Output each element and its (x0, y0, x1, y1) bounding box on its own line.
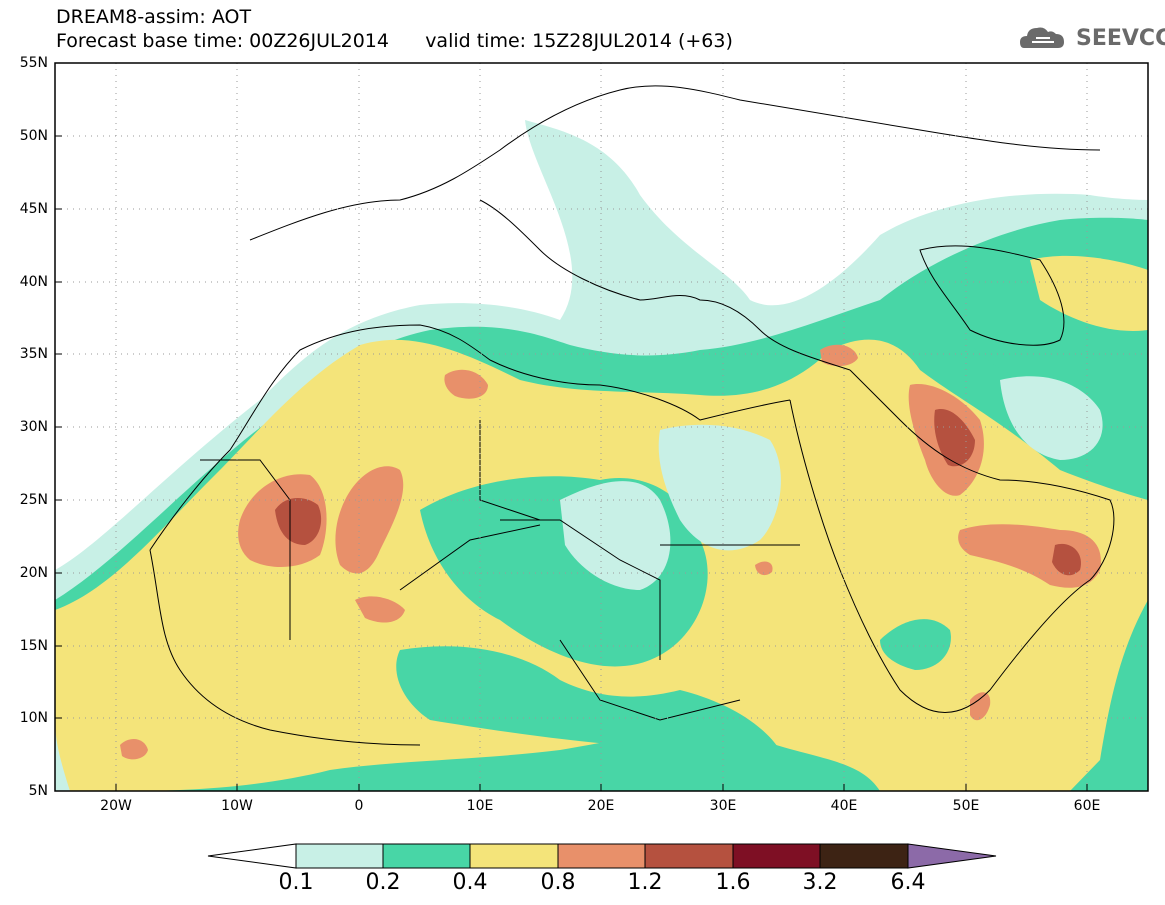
axis-ticks (55, 62, 1088, 791)
cloud-icon (1020, 27, 1064, 48)
map-title: DREAM8-assim: AOT (56, 6, 252, 28)
colorbar-label: 6.4 (890, 870, 926, 895)
colorbar-label: 1.2 (627, 870, 663, 895)
colorbar-label: 0.8 (540, 870, 576, 895)
lon-label: 40E (830, 798, 858, 814)
aot-contour-0.8 (820, 344, 858, 367)
aot-contour-0.8 (970, 692, 991, 721)
aot-contour-0.8 (335, 466, 404, 574)
logo-text: SEEVCCC (1076, 26, 1165, 51)
aot-contour-0.1 (1000, 376, 1103, 460)
lon-label: 60E (1073, 798, 1101, 814)
colorbar-label: 0.4 (452, 870, 488, 895)
lat-label: 20N (19, 565, 48, 581)
colorbar (207, 843, 997, 869)
graticule (55, 63, 1148, 791)
lat-label: 35N (19, 346, 48, 362)
aot-contour-0.1 (658, 424, 781, 551)
lon-label: 10E (466, 798, 494, 814)
lon-label: 50E (952, 798, 980, 814)
colorbar-label: 0.1 (278, 870, 314, 895)
lat-label: 45N (19, 201, 48, 217)
colorbar-over (907, 843, 997, 869)
colorbar-box-1 (295, 843, 384, 869)
lat-label: 55N (19, 55, 48, 71)
lat-label: 50N (19, 128, 48, 144)
aot-contour-0.8 (355, 596, 405, 623)
lon-label: 30E (709, 798, 737, 814)
lat-label: 15N (19, 638, 48, 654)
colorbar-box-5 (644, 843, 734, 869)
lat-label: 40N (19, 274, 48, 290)
aot-contour-0.8 (755, 561, 773, 576)
colorbar-box-2 (382, 843, 471, 869)
colorbar-box-7 (819, 843, 909, 869)
aot-contour-0.1 (560, 481, 671, 590)
colorbar-label: 0.2 (365, 870, 401, 895)
lat-label: 30N (19, 419, 48, 435)
aot-contour-0.2 (880, 619, 951, 670)
colorbar-under (207, 843, 297, 869)
lon-label: 10W (221, 798, 253, 814)
colorbar-box-4 (557, 843, 646, 869)
lon-label: 20W (100, 798, 132, 814)
coastlines (149, 85, 1115, 746)
forecast-times: Forecast base time: 00Z26JUL2014 valid t… (56, 30, 733, 52)
lat-label: 5N (28, 783, 48, 799)
lat-label: 10N (19, 710, 48, 726)
aot-contour-0.4 (1030, 255, 1148, 331)
aot-contour-0.8 (120, 738, 148, 760)
aot-contour-0.2 (396, 646, 780, 757)
aot-contour-1.2 (275, 498, 322, 545)
aot-contour-0.8 (444, 369, 488, 399)
aot-field (55, 120, 1148, 791)
aot-contour-1.2 (1052, 543, 1081, 576)
colorbar-box-6 (732, 843, 821, 869)
colorbar-label: 3.2 (802, 870, 838, 895)
colorbar-label: 1.6 (715, 870, 751, 895)
lat-label: 25N (19, 492, 48, 508)
aot-contour-1.2 (934, 409, 975, 467)
lon-label: 0 (354, 798, 364, 814)
colorbar-box-3 (469, 843, 559, 869)
lon-label: 20E (587, 798, 615, 814)
